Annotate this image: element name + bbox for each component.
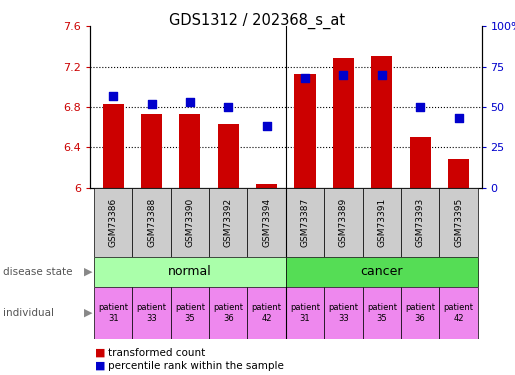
Bar <box>439 188 478 257</box>
Point <box>454 115 462 121</box>
Bar <box>286 188 324 257</box>
Bar <box>141 114 162 188</box>
Bar <box>94 257 286 287</box>
Bar <box>333 58 354 188</box>
Text: GSM73392: GSM73392 <box>224 198 233 247</box>
Text: patient
33: patient 33 <box>136 303 166 323</box>
Bar <box>286 257 478 287</box>
Point <box>377 72 386 78</box>
Text: patient
42: patient 42 <box>252 303 282 323</box>
Text: GSM73386: GSM73386 <box>109 198 117 247</box>
Text: transformed count: transformed count <box>108 348 205 357</box>
Text: percentile rank within the sample: percentile rank within the sample <box>108 361 284 370</box>
Text: patient
35: patient 35 <box>367 303 397 323</box>
Bar <box>102 104 124 188</box>
Text: GDS1312 / 202368_s_at: GDS1312 / 202368_s_at <box>169 13 346 29</box>
Bar <box>218 124 239 188</box>
Bar <box>439 287 478 339</box>
Point <box>109 93 117 99</box>
Text: ▶: ▶ <box>84 267 93 277</box>
Text: ▶: ▶ <box>84 308 93 318</box>
Text: patient
36: patient 36 <box>405 303 435 323</box>
Bar <box>401 188 439 257</box>
Bar <box>132 188 170 257</box>
Bar <box>324 287 363 339</box>
Bar <box>295 74 316 188</box>
Text: GSM73391: GSM73391 <box>377 198 386 247</box>
Text: patient
33: patient 33 <box>329 303 358 323</box>
Text: GSM73390: GSM73390 <box>185 198 194 247</box>
Text: individual: individual <box>3 308 54 318</box>
Text: GSM73394: GSM73394 <box>262 198 271 247</box>
Text: GSM73393: GSM73393 <box>416 198 425 247</box>
Text: patient
36: patient 36 <box>213 303 243 323</box>
Text: GSM73389: GSM73389 <box>339 198 348 247</box>
Point <box>186 99 194 105</box>
Bar <box>448 159 469 188</box>
Bar <box>324 188 363 257</box>
Bar <box>179 114 200 188</box>
Bar <box>209 188 247 257</box>
Point <box>301 75 309 81</box>
Bar <box>286 287 324 339</box>
Bar <box>363 287 401 339</box>
Point <box>263 123 271 129</box>
Bar <box>94 287 132 339</box>
Bar <box>247 188 286 257</box>
Point <box>339 72 348 78</box>
Text: patient
42: patient 42 <box>443 303 473 323</box>
Bar <box>94 188 132 257</box>
Text: ■: ■ <box>95 361 106 370</box>
Text: GSM73387: GSM73387 <box>301 198 310 247</box>
Text: ■: ■ <box>95 348 106 357</box>
Bar <box>170 188 209 257</box>
Point <box>416 104 424 110</box>
Text: patient
31: patient 31 <box>290 303 320 323</box>
Bar <box>170 287 209 339</box>
Text: patient
31: patient 31 <box>98 303 128 323</box>
Text: disease state: disease state <box>3 267 72 277</box>
Point <box>147 100 156 106</box>
Text: GSM73395: GSM73395 <box>454 198 463 247</box>
Text: normal: normal <box>168 266 212 278</box>
Text: cancer: cancer <box>360 266 403 278</box>
Bar <box>363 188 401 257</box>
Bar <box>409 137 431 188</box>
Bar <box>371 57 392 188</box>
Point <box>224 104 232 110</box>
Text: patient
35: patient 35 <box>175 303 205 323</box>
Bar <box>132 287 170 339</box>
Bar <box>401 287 439 339</box>
Bar <box>256 184 277 188</box>
Text: GSM73388: GSM73388 <box>147 198 156 247</box>
Bar <box>209 287 247 339</box>
Bar <box>247 287 286 339</box>
